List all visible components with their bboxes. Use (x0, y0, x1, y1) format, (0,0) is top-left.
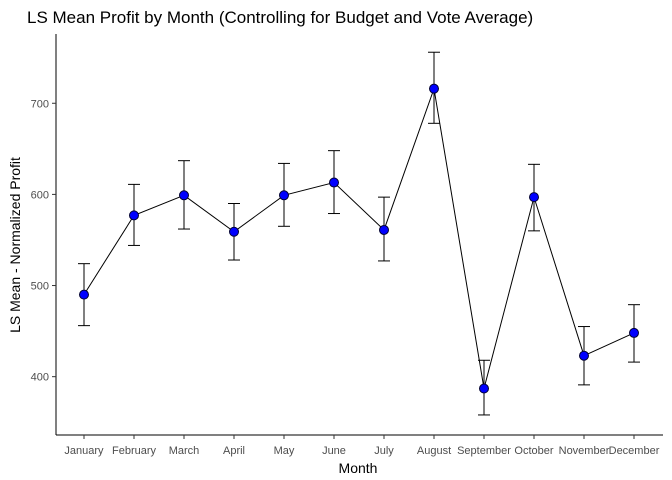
x-tick-label: October (514, 445, 553, 457)
x-tick-label: July (374, 445, 394, 457)
data-point (629, 327, 639, 338)
x-tick-label: February (112, 445, 157, 457)
y-axis-title: LS Mean - Normalized Profit (7, 157, 23, 333)
x-tick-label: September (457, 445, 511, 457)
points (79, 83, 639, 394)
data-point (479, 383, 489, 394)
series-line (83, 86, 635, 389)
error-bars (78, 51, 640, 416)
data-point (129, 210, 139, 221)
data-point (579, 350, 589, 361)
data-point (429, 83, 439, 94)
x-ticks: January February March April May June July Augu… (64, 435, 660, 457)
data-point (79, 289, 89, 300)
x-axis-title: Month (339, 460, 378, 476)
x-tick-label: December (609, 445, 660, 457)
y-tick-label: 500 (31, 281, 49, 293)
x-tick-label: May (274, 445, 295, 457)
data-point (179, 190, 189, 201)
x-tick-label: March (169, 445, 200, 457)
y-tick-label: 700 (31, 98, 49, 110)
data-point (279, 190, 289, 201)
x-tick-label: June (322, 445, 346, 457)
data-point (529, 192, 539, 203)
data-point (229, 226, 239, 237)
data-point (379, 224, 389, 235)
y-tick-label: 400 (31, 372, 49, 384)
x-tick-label: August (417, 445, 451, 457)
y-tick-label: 600 (31, 189, 49, 201)
x-tick-label: November (559, 445, 610, 457)
data-point (329, 177, 339, 188)
x-tick-label: January (64, 445, 104, 457)
chart-title: LS Mean Profit by Month (Controlling for… (27, 8, 533, 27)
y-ticks: 400 500 600 700 (31, 98, 56, 384)
x-tick-label: April (223, 445, 245, 457)
